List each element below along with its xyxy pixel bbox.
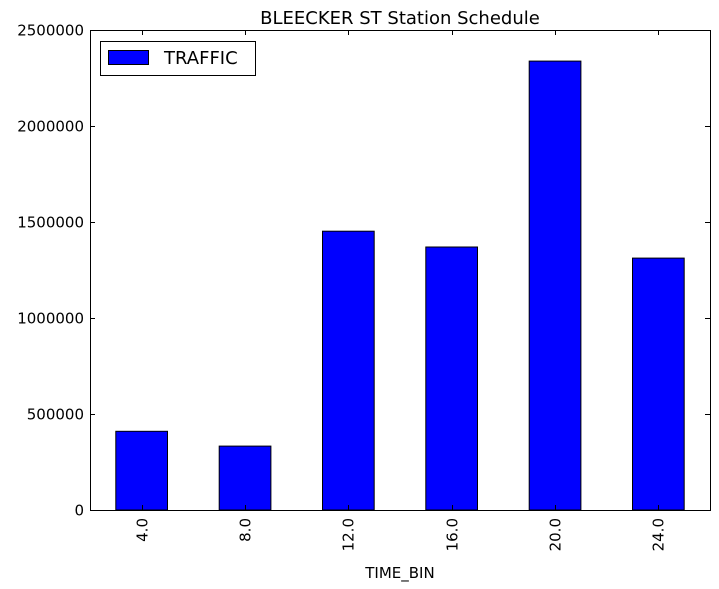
bar-24.0 [632,257,685,511]
legend-label-traffic: TRAFFIC [163,48,238,69]
y-tick-label: 0 [74,502,84,520]
ticks-layer: 0 500000 1000000 1500000 2000000 2500000 4.0 8.… [17,22,710,551]
legend: TRAFFIC [100,41,256,76]
x-tick-label: 20.0 [547,518,565,551]
x-tick-label: 24.0 [650,518,668,551]
bars-layer [115,60,685,511]
x-tick-label: 12.0 [340,518,358,551]
y-tick-label: 2500000 [17,22,84,40]
bar-8.0 [218,445,272,511]
chart-title: BLEECKER ST Station Schedule [260,8,540,29]
y-tick-label: 500000 [27,406,84,424]
x-axis-label: TIME_BIN [364,564,434,583]
bar-12.0 [322,230,375,511]
x-tick-label: 16.0 [444,518,462,551]
plot-frame [90,30,711,511]
y-tick-label: 1500000 [17,214,84,232]
y-tick-label: 1000000 [17,310,84,328]
x-tick-label: 8.0 [237,518,255,542]
bar-16.0 [425,246,478,511]
bar-20.0 [528,60,582,511]
x-tick-label: 4.0 [134,518,152,542]
legend-swatch [108,50,149,65]
bar-4.0 [115,430,169,511]
y-tick-label: 2000000 [17,118,84,136]
